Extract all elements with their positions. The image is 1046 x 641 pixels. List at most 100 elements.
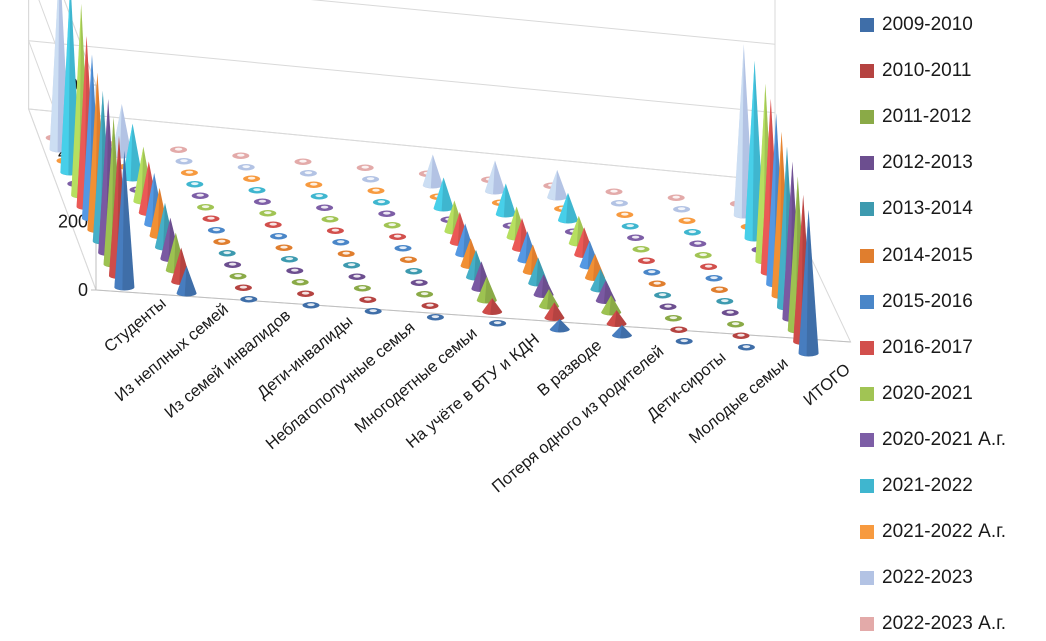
legend-item: 2022-2023 [860, 563, 973, 593]
cone-highlight [549, 319, 560, 333]
legend-swatch [860, 18, 874, 32]
legend-swatch [860, 294, 874, 309]
cone-highlight [476, 276, 487, 304]
cone-mark [482, 298, 503, 315]
cone-highlight [522, 244, 533, 275]
cone-mark [299, 170, 317, 177]
cone-base-highlight [174, 147, 183, 151]
cone-base-highlight [669, 316, 678, 320]
cone-base-highlight [726, 310, 734, 314]
cone-base-highlight [653, 281, 661, 285]
cone-highlight [574, 227, 585, 258]
cone-base-highlight [626, 224, 634, 228]
cone-base-highlight [258, 199, 267, 203]
cone-base-highlight [228, 262, 237, 266]
cone-mark [321, 216, 339, 223]
cone-mark [367, 187, 385, 194]
cone-highlight [568, 215, 579, 247]
legend-label: 2014-2015 [882, 244, 973, 266]
cone-mark [213, 238, 231, 245]
cone-mark [558, 192, 578, 224]
cone-mark [732, 332, 750, 339]
legend-label: 2011-2012 [882, 106, 972, 128]
cone-mark [673, 206, 691, 213]
cone-mark [675, 338, 693, 345]
cone-base-highlight [721, 299, 729, 303]
cone-base-highlight [180, 159, 188, 163]
cone-highlight [71, 3, 82, 199]
cone-base-highlight [242, 165, 250, 169]
cone-mark [186, 181, 204, 188]
cone-highlight [771, 131, 782, 299]
cone-base-highlight [393, 234, 402, 238]
cone-highlight [422, 154, 433, 189]
cone-base-highlight [234, 274, 242, 278]
cone-base-highlight [415, 280, 424, 284]
cone-base-highlight [672, 195, 680, 199]
cone-mark [694, 252, 712, 259]
cone-mark [670, 326, 688, 333]
cone-base-highlight [610, 189, 618, 193]
cone-mark [433, 177, 454, 212]
cone-highlight [103, 117, 114, 268]
cone-base-highlight [207, 216, 215, 220]
cone-base-highlight [299, 159, 307, 163]
cone-base-highlight [223, 251, 231, 255]
legend-swatch [860, 525, 874, 540]
cone-base-highlight [715, 287, 724, 291]
cone-mark [489, 320, 507, 327]
legend-label: 2020-2021 [882, 382, 973, 404]
cone-mark [667, 194, 685, 201]
cone-base-highlight [388, 223, 397, 227]
cone-mark [383, 222, 401, 229]
cone-highlight [482, 298, 493, 315]
legend-label: 2020-2021 А.г. [882, 428, 1006, 450]
cone-mark [632, 246, 650, 253]
x-tick-label: ИТОГО [800, 360, 854, 409]
cone-base-highlight [304, 171, 313, 175]
cone-mark [710, 286, 728, 293]
cone-mark [610, 200, 628, 207]
cone-base-highlight [342, 251, 351, 255]
cone-mark [297, 290, 315, 297]
cone-base-highlight [347, 263, 356, 267]
legend-swatch [860, 617, 874, 632]
legend-label: 2009-2010 [882, 14, 973, 35]
cone-highlight [506, 206, 517, 241]
cone-mark [621, 223, 639, 230]
cone-highlight [755, 83, 766, 265]
cone-mark [495, 183, 516, 218]
cone-base-highlight [280, 245, 288, 249]
cone-base-highlight [331, 228, 340, 232]
cone-highlight [601, 295, 612, 316]
y-tick-label: 200 [58, 212, 88, 232]
cone-base-highlight [361, 165, 370, 169]
cone-mark [616, 211, 634, 218]
cone-highlight [466, 249, 476, 281]
cone-mark [727, 321, 745, 328]
cone-highlight [579, 240, 590, 270]
cone-base-highlight [358, 286, 367, 290]
cone-mark [359, 296, 377, 303]
cone-highlight [98, 99, 109, 256]
cone-highlight [92, 90, 103, 245]
cone-highlight [533, 274, 544, 298]
cone-base-highlight [664, 304, 672, 308]
cone-mark [202, 215, 220, 222]
cone-mark [362, 176, 380, 183]
cone-highlight [544, 302, 555, 321]
cone-highlight [585, 253, 595, 281]
cone-base-highlight [731, 322, 740, 326]
cone-base-highlight [269, 222, 278, 226]
cone-base-highlight [364, 297, 372, 301]
cone-mark [678, 217, 696, 224]
cone-mark [659, 303, 677, 310]
cone-base-highlight [631, 235, 640, 239]
cone-mark [683, 229, 701, 236]
cone-base-highlight [420, 292, 429, 296]
cone-base-highlight [737, 333, 745, 337]
cone-highlight [171, 247, 182, 285]
cone-base-highlight [320, 205, 329, 209]
cone-mark [243, 175, 261, 182]
